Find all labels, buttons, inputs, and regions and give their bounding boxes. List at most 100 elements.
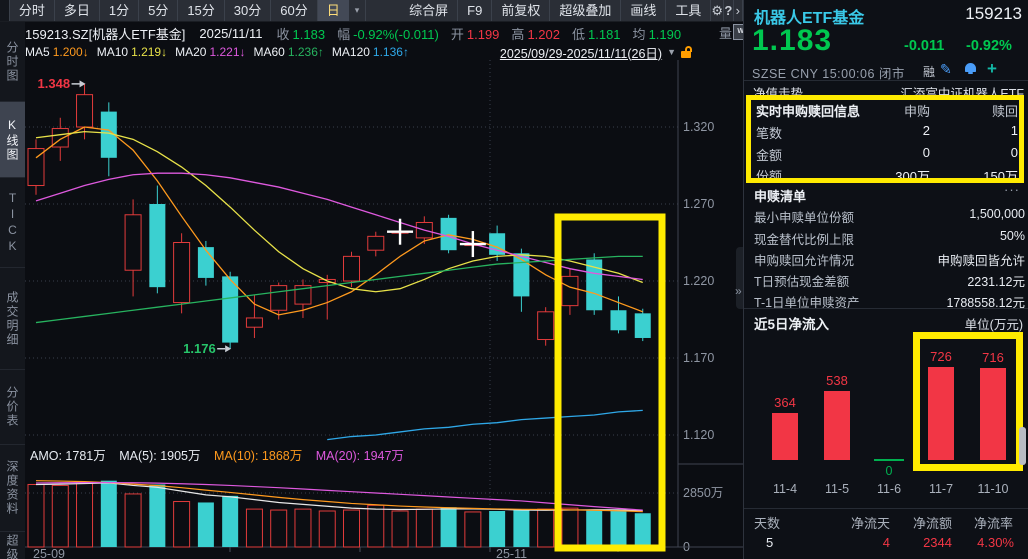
col-redeem-header: 赎回	[991, 104, 1018, 119]
inflow-amount-value: 2344	[923, 535, 952, 550]
edit-icon[interactable]: ✎	[940, 61, 952, 77]
tools-button[interactable]: 工具	[666, 0, 712, 21]
inflow-unit-label: 单位(万元)	[964, 318, 1023, 332]
price-change-pct: -0.92%	[966, 38, 1012, 54]
sidebar-item-kline[interactable]: K线图	[0, 102, 25, 178]
fund-full-name: 汇添富中证机器人ETF	[900, 87, 1024, 101]
ma120-label: MA120	[331, 45, 370, 59]
ma5-value: 1.200↓	[52, 45, 89, 59]
panel-divider-notch	[736, 247, 744, 309]
svg-text:25-09: 25-09	[33, 547, 65, 559]
kline-chart-area[interactable]: 1.320 1.270 1.220 1.170 1.120 2850万 0 25-09 25-1…	[25, 60, 743, 559]
sidebar-item-fenjiabiao[interactable]: 分价表	[0, 370, 25, 445]
fund-code: 159213	[965, 4, 1022, 23]
t1-unit-asset-label: T-1日单位申赎资产	[754, 296, 860, 310]
row-count-redeem: 1	[1010, 123, 1018, 138]
period-button-daily[interactable]: 日	[317, 0, 349, 21]
composite-screen-button[interactable]: 综合屏	[400, 0, 459, 21]
svg-text:25-11: 25-11	[496, 547, 527, 559]
alert-bell-icon[interactable]	[965, 63, 976, 74]
svg-text:1.348: 1.348	[38, 76, 71, 91]
inflow-date-label: 11-6	[876, 482, 902, 496]
ma120-value: 1.136↑	[372, 45, 409, 59]
svg-text:1.170: 1.170	[683, 351, 714, 365]
more-icon[interactable]: ···	[1004, 182, 1020, 197]
gear-icon[interactable]: ⚙	[711, 0, 725, 21]
date-label: 2025/11/11	[199, 25, 263, 41]
open-value: 1.199	[466, 26, 500, 42]
panel-scrollbar[interactable]	[1019, 427, 1026, 465]
nav-trend-label[interactable]: 净值走势	[753, 87, 804, 101]
period-button-duori[interactable]: 多日	[55, 0, 100, 21]
change-value: -0.92%(-0.011)	[353, 26, 439, 42]
inflow-zero-line	[874, 459, 904, 461]
period-button-30min[interactable]: 30分	[225, 0, 272, 21]
sidebar-item-superpankou[interactable]: 超级盘口	[0, 532, 25, 559]
allow-status-value: 申购赎回皆允许	[937, 254, 1025, 268]
date-range-selector[interactable]: 2025/09/29-2025/11/11(26日)	[499, 46, 663, 61]
svg-text:1.176: 1.176	[183, 341, 216, 356]
svg-text:1.220: 1.220	[683, 274, 714, 288]
inflow-bar	[772, 413, 798, 460]
sidebar-item-fenshitu[interactable]: 分时图	[0, 22, 25, 102]
close-value: 1.183	[292, 26, 326, 42]
svg-text:1.270: 1.270	[683, 197, 714, 211]
vol-ma20-value: MA(20): 1947万	[315, 449, 404, 463]
chevron-right-icon[interactable]: ›	[734, 0, 743, 21]
super-overlay-button[interactable]: 超级叠加	[550, 0, 622, 21]
f9-button[interactable]: F9	[458, 0, 493, 21]
ma60-label: MA60	[253, 45, 285, 59]
forward-adjust-button[interactable]: 前复权	[492, 0, 551, 21]
period-dropdown-caret-icon[interactable]: ▾	[349, 0, 367, 21]
inflow-bar	[928, 367, 954, 460]
unlock-icon[interactable]	[681, 45, 693, 59]
left-sidebar: 分时图 K线图 TICK 成交明细 分价表 深度资料 超级盘口	[0, 22, 25, 559]
allow-status-label: 申购赎回允许情况	[754, 254, 855, 268]
inflow-section-title: 近5日净流入	[754, 317, 830, 332]
period-button-60min[interactable]: 60分	[271, 0, 318, 21]
row-count-subscribe: 2	[922, 123, 930, 138]
inflow-date-label: 11-4	[772, 482, 798, 496]
inflow-value-label: 0	[885, 464, 893, 478]
inflow-bar	[980, 368, 1006, 460]
market-status: SZSE CNY 15:00:06 闭市	[752, 67, 905, 81]
inflow-rate-label: 净流率	[973, 516, 1013, 531]
inflow-days-label: 净流天	[850, 516, 890, 531]
period-button-1min[interactable]: 1分	[100, 0, 140, 21]
t-day-cash-value: 2231.12元	[967, 275, 1025, 289]
inflow-rate-value: 4.30%	[977, 535, 1014, 550]
toolbar-corner	[0, 0, 10, 21]
panel-expand-icon[interactable]: »	[735, 284, 742, 298]
row-amount-subscribe: 0	[922, 145, 930, 160]
row-amount-redeem: 0	[1010, 145, 1018, 160]
help-icon[interactable]: ?	[724, 0, 734, 21]
vol-ma5-value: MA(5): 1905万	[119, 449, 201, 463]
sidebar-item-tick[interactable]: TICK	[0, 178, 25, 268]
period-button-fenshi[interactable]: 分时	[10, 0, 55, 21]
toolbar-gap	[366, 0, 400, 21]
ma-legend-bar: MA5 1.200↓ MA10 1.219↓ MA20 1.221↓ MA60 1.23…	[25, 44, 743, 61]
low-value: 1.181	[588, 26, 621, 42]
high-label: 高	[511, 26, 525, 42]
ma20-label: MA20	[175, 45, 207, 59]
date-range-caret-icon[interactable]: ▼	[667, 47, 676, 57]
draw-line-button[interactable]: 画线	[621, 0, 667, 21]
inflow-value-label: 726	[930, 349, 952, 364]
sidebar-item-chengjiaomingxi[interactable]: 成交明细	[0, 268, 25, 370]
inflow-days-value: 4	[882, 535, 890, 550]
ma20-value: 1.221↓	[209, 45, 246, 59]
period-button-15min[interactable]: 15分	[178, 0, 225, 21]
inflow-value-label: 538	[826, 373, 848, 389]
add-icon[interactable]: +	[987, 59, 997, 78]
volume-indicator-bar: AMO: 1781万 MA(5): 1905万 MA(10): 1868万 MA…	[30, 445, 414, 464]
realtime-table-title: 实时申购赎回信息	[756, 104, 861, 119]
period-button-5min[interactable]: 5分	[139, 0, 179, 21]
open-label: 开	[450, 26, 464, 42]
col-subscribe-header: 申购	[903, 104, 930, 119]
avg-label: 均	[632, 26, 646, 42]
inflow-date-label: 11-5	[824, 482, 850, 496]
ma10-value: 1.219↓	[131, 45, 168, 59]
sidebar-item-shendu[interactable]: 深度资料	[0, 445, 25, 532]
high-value: 1.202	[527, 26, 560, 42]
